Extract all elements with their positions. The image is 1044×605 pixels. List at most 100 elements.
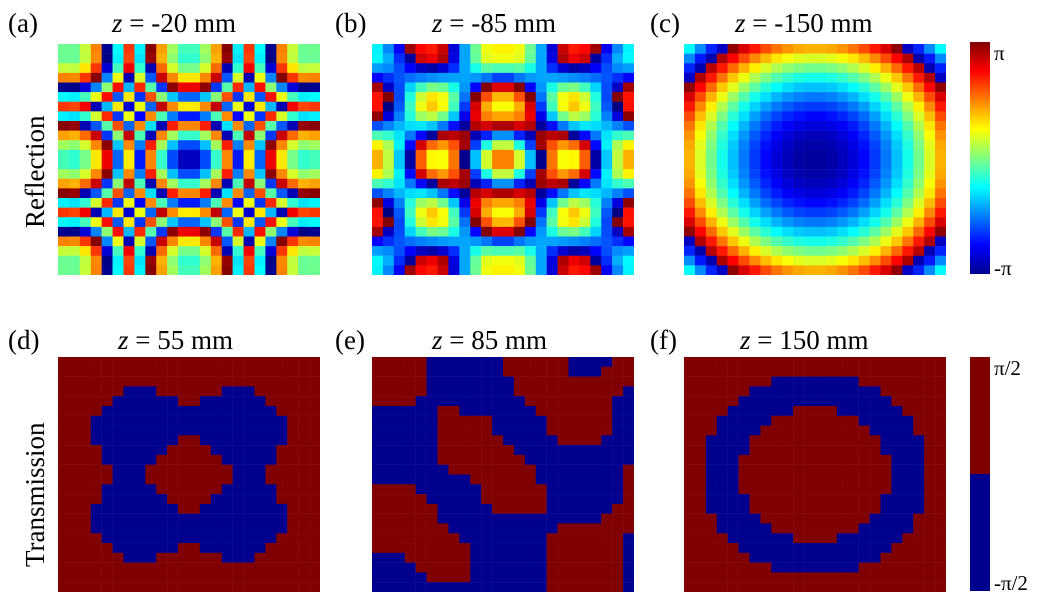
heatmap-cell [836,44,848,54]
heatmap-cell [913,101,925,112]
heatmap-cell [869,207,881,218]
heatmap-cell [612,376,624,387]
heatmap-cell [79,149,91,160]
heatmap-cell [869,92,881,102]
heatmap-cell [112,572,124,583]
heatmap-cell [935,386,946,397]
heatmap-cell [601,582,613,592]
heatmap-cell [825,513,838,524]
heatmap-cell [880,582,892,592]
heatmap-cell [101,415,113,426]
heatmap-cell [590,255,602,266]
heatmap-cell [503,246,515,256]
heatmap-cell [112,101,124,112]
heatmap-cell [459,44,471,54]
heatmap-cell [935,72,946,83]
heatmap-cell [481,494,493,505]
heatmap-cell [623,405,634,416]
heatmap-cell [68,188,81,199]
heatmap-cell [623,82,634,93]
heatmap-cell [869,44,881,54]
heatmap-cell [276,178,288,189]
heatmap-cell [694,503,707,514]
heatmap-cell [298,226,310,237]
heatmap-cell [804,435,816,446]
heatmap-cell [771,445,783,456]
heatmap-cell [123,265,135,275]
panel-letter-a: (a) [8,8,38,38]
heatmap-cell [437,533,449,544]
heatmap-cell [79,255,91,266]
heatmap-cell [243,533,255,544]
heatmap-cell [503,159,515,170]
heatmap-cell [815,63,827,74]
heatmap-cell [568,552,580,563]
heatmap-cell [836,572,848,583]
heatmap-cell [232,246,244,256]
heatmap-cell [243,63,255,74]
heatmap-cell [612,72,624,83]
heatmap-cell [612,82,624,93]
heatmap-cell [935,454,946,465]
heatmap-cell [535,255,547,266]
heatmap-cell [590,445,602,456]
heatmap-cell [156,72,168,83]
heatmap-cell [276,226,288,237]
heatmap-cell [513,445,526,456]
heatmap-cell [623,503,634,514]
heatmap-cell [836,552,848,563]
heatmap-cell [309,236,320,247]
heatmap-cell [265,552,277,563]
heatmap-cell [134,53,146,64]
heatmap-cell [481,63,493,74]
heatmap-cell [891,82,903,93]
heatmap-cell [590,386,602,397]
heatmap-cell [793,376,805,387]
heatmap-cell [287,503,299,514]
heatmap-cell [524,82,536,93]
heatmap-cell [612,226,624,237]
heatmap-cell [858,265,870,275]
heatmap-cell [815,503,827,514]
heatmap-cell [858,169,870,179]
heatmap-cell [232,454,244,465]
heatmap-cell [804,121,816,131]
heatmap-cell [404,101,416,112]
heatmap-cell [524,396,536,407]
heatmap-cell [145,513,157,524]
heatmap-cell [716,415,728,426]
heatmap-cell [254,82,266,93]
heatmap-cell [612,454,624,465]
heatmap-cell [535,121,547,131]
heatmap-cell [426,82,438,93]
heatmap-cell [101,474,113,485]
heatmap-cell [470,357,482,367]
heatmap-cell [825,198,838,208]
heatmap-cell [557,169,569,179]
heatmap-cell [459,474,471,485]
heatmap-cell [869,543,881,554]
panel-letter-e: (e) [335,325,365,355]
z-variable: z [740,325,751,355]
heatmap-cell [243,562,255,573]
heatmap-cell [535,53,547,64]
heatmap-cell [568,425,580,436]
heatmap-cell [579,357,591,367]
heatmap-cell [426,454,438,465]
heatmap-cell [382,572,395,583]
heatmap-cell [869,562,881,573]
heatmap-cell [738,246,750,256]
heatmap-cell [156,178,168,189]
heatmap-cell [694,82,707,93]
heatmap-cell [825,53,838,64]
heatmap-cell [156,464,168,475]
heatmap-cell [199,386,212,397]
heatmap-cell [123,226,135,237]
heatmap-cell [924,44,936,54]
heatmap-cell [243,101,255,112]
heatmap-cell [847,226,859,237]
heatmap-cell [579,376,591,387]
heatmap-cell [254,396,266,407]
heatmap-cell [738,207,750,218]
heatmap-cell [254,533,266,544]
